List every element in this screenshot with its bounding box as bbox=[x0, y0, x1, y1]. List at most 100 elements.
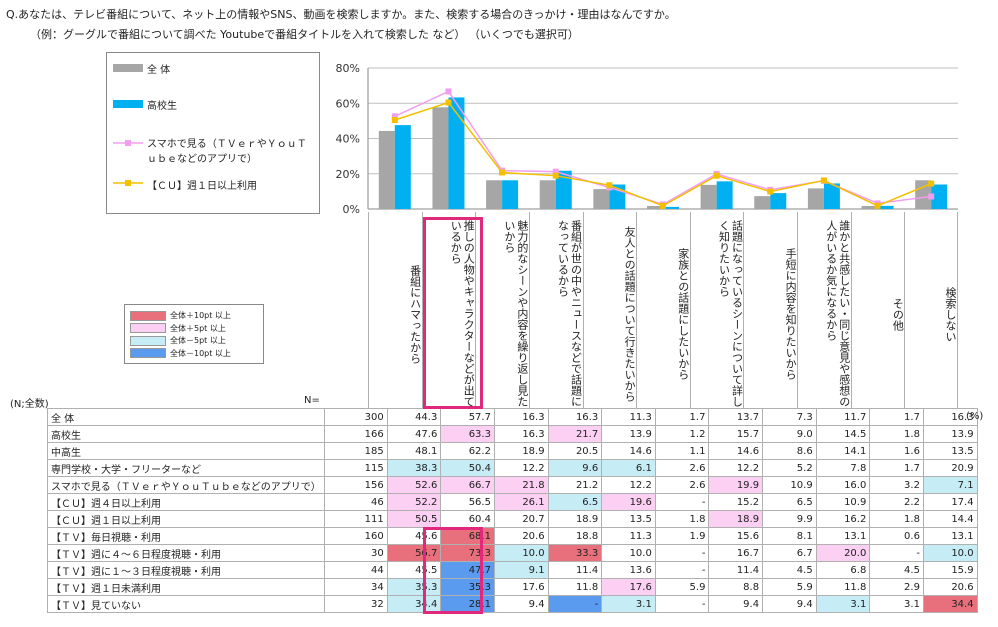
highlight-swatch bbox=[130, 348, 166, 358]
bar-all bbox=[700, 184, 717, 209]
point-cu bbox=[552, 172, 559, 179]
table-row: 【ＴＶ】見ていない 32 34.4 28.1 9.4-3.1-9.4 9.4 3.1 3.1 3… bbox=[47, 595, 978, 613]
table-row: スマホで見る（ＴＶｅｒやＹｏｕＴｕｂｅなどのアプリで） 156 52.6 66.7 21… bbox=[47, 476, 978, 494]
row-n: 30 bbox=[323, 544, 388, 562]
point-cu bbox=[660, 202, 666, 209]
table-cell: 11.3 bbox=[601, 527, 656, 545]
table-cell: 2.9 bbox=[869, 578, 924, 596]
table-cell: 18.8 bbox=[547, 527, 603, 545]
table-cell: 13.5 bbox=[601, 510, 656, 528]
row-label: 全 体 bbox=[47, 408, 325, 426]
table-cell: 6.7 bbox=[762, 544, 817, 562]
category-label: 誰かと共感したい・同じ意見や感想の人がいるか気になるから bbox=[797, 212, 851, 408]
table-cell: 8.1 bbox=[762, 527, 817, 545]
table-cell: 9.1 bbox=[493, 561, 549, 579]
legend-swatch-cu bbox=[113, 180, 143, 186]
row-label: 【ＴＶ】週１日未満利用 bbox=[47, 578, 325, 596]
table-cell: 18.9 bbox=[547, 510, 603, 528]
highlight-legend-item: 全体＋5pt 以上 bbox=[130, 323, 226, 334]
table-cell: 11.3 bbox=[601, 408, 656, 426]
point-smartphone bbox=[445, 88, 452, 95]
table-cell: 15.9 bbox=[922, 561, 978, 579]
table-cell: - bbox=[654, 493, 710, 511]
table-cell: 1.6 bbox=[869, 442, 924, 460]
chart-legend: 全 体 高校生 スマホで見る（ＴＶｅｒやＹｏｕＴｕｂｅなどのアプリで） 【ＣＵ】… bbox=[106, 52, 320, 214]
row-label: 専門学校・大学・フリーターなど bbox=[47, 459, 325, 477]
table-cell: 10.0 bbox=[493, 544, 549, 562]
table-cell: 9.4 bbox=[493, 595, 549, 613]
table-cell: 3.1 bbox=[815, 595, 871, 613]
line-smartphone bbox=[394, 90, 932, 206]
focus-frame-category bbox=[423, 217, 483, 409]
bar-all bbox=[593, 189, 610, 209]
table-cell: 44.3 bbox=[386, 408, 442, 426]
table-cell: 17.6 bbox=[601, 578, 656, 596]
point-cu bbox=[874, 202, 881, 209]
row-label: 【ＣＵ】週１日以上利用 bbox=[47, 510, 325, 528]
row-n: 44 bbox=[323, 561, 388, 579]
point-cu bbox=[391, 116, 398, 123]
table-cell: 16.3 bbox=[493, 425, 549, 443]
table-cell: 60.4 bbox=[440, 510, 495, 528]
point-smartphone bbox=[928, 193, 935, 200]
table-cell: 1.2 bbox=[654, 425, 710, 443]
focus-frame-cells bbox=[423, 527, 483, 614]
table-cell: 1.1 bbox=[654, 442, 710, 460]
point-cu bbox=[820, 177, 827, 184]
bar-hs bbox=[394, 125, 411, 209]
table-cell: 14.5 bbox=[815, 425, 871, 443]
table-cell: 63.3 bbox=[440, 425, 495, 443]
table-cell: 10.9 bbox=[762, 476, 817, 494]
table-cell: 13.9 bbox=[922, 425, 978, 443]
point-smartphone bbox=[391, 113, 398, 120]
bar-hs bbox=[502, 180, 519, 209]
point-cu bbox=[445, 99, 452, 106]
highlight-label: 全体－10pt 以上 bbox=[170, 348, 231, 358]
data-table: 全 体 300 44.3 57.7 16.3 16.3 11.3 1.7 13.7 7.3 11.7… bbox=[47, 408, 978, 613]
row-n: 300 bbox=[323, 408, 388, 426]
table-cell: 6.5 bbox=[762, 493, 817, 511]
line-cu bbox=[394, 101, 932, 207]
legend-swatch-all bbox=[113, 64, 143, 72]
n-header: N= bbox=[304, 395, 320, 406]
table-cell: 50.4 bbox=[440, 459, 495, 477]
highlight-label: 全体＋10pt 以上 bbox=[170, 311, 231, 320]
table-cell: 17.4 bbox=[922, 493, 978, 511]
category-label: その他 bbox=[850, 212, 904, 408]
legend-label-smartphone: スマホで見る（ＴＶｅｒやＹｏｕＴｕｂｅなどのアプリで） bbox=[147, 139, 307, 165]
y-tick-label: 20% bbox=[336, 168, 360, 181]
category-label: 検索しない bbox=[904, 212, 958, 408]
highlight-swatch bbox=[130, 310, 166, 321]
bar-hs bbox=[823, 183, 840, 209]
bar-hs bbox=[448, 97, 465, 209]
category-label: 番組が世の中やニュースなどで話題になっているから bbox=[528, 212, 583, 408]
sample-label: (N;全数) bbox=[10, 399, 49, 410]
bar-all bbox=[754, 196, 771, 209]
table-cell: 9.6 bbox=[547, 459, 603, 477]
table-cell: 20.6 bbox=[922, 578, 978, 596]
legend-swatch-smartphone bbox=[113, 140, 143, 146]
table-cell: 2.6 bbox=[654, 459, 710, 477]
table-cell: 13.1 bbox=[922, 527, 978, 545]
bar-all bbox=[432, 107, 449, 209]
table-cell: - bbox=[654, 561, 710, 579]
category-label: 推しの人物やキャラクターなどが出ているから bbox=[421, 212, 475, 408]
row-n: 111 bbox=[323, 510, 388, 528]
table-row: 【ＴＶ】毎日視聴・利用 160 45.6 68.1 20.6 18.8 11.3 1.9 15.… bbox=[47, 527, 978, 545]
table-cell: 20.7 bbox=[493, 510, 549, 528]
legend-label-hs: 高校生 bbox=[147, 101, 177, 112]
y-tick-label: 40% bbox=[336, 133, 360, 146]
bar-hs bbox=[716, 181, 733, 209]
table-cell: 13.9 bbox=[601, 425, 656, 443]
table-cell: 20.5 bbox=[547, 442, 603, 460]
bar-all bbox=[807, 188, 824, 209]
table-cell: 52.6 bbox=[386, 476, 442, 494]
bar-all bbox=[486, 180, 503, 209]
table-cell: 12.2 bbox=[708, 459, 764, 477]
table-cell: 10.0 bbox=[601, 544, 656, 562]
table-cell: 13.6 bbox=[601, 561, 656, 579]
table-cell: 1.7 bbox=[654, 408, 710, 426]
table-cell: 13.7 bbox=[708, 408, 764, 426]
table-row: 【ＣＵ】週１日以上利用 111 50.5 60.4 20.7 18.9 13.5 1.8 18.… bbox=[47, 510, 978, 528]
table-cell: 9.4 bbox=[762, 595, 817, 613]
